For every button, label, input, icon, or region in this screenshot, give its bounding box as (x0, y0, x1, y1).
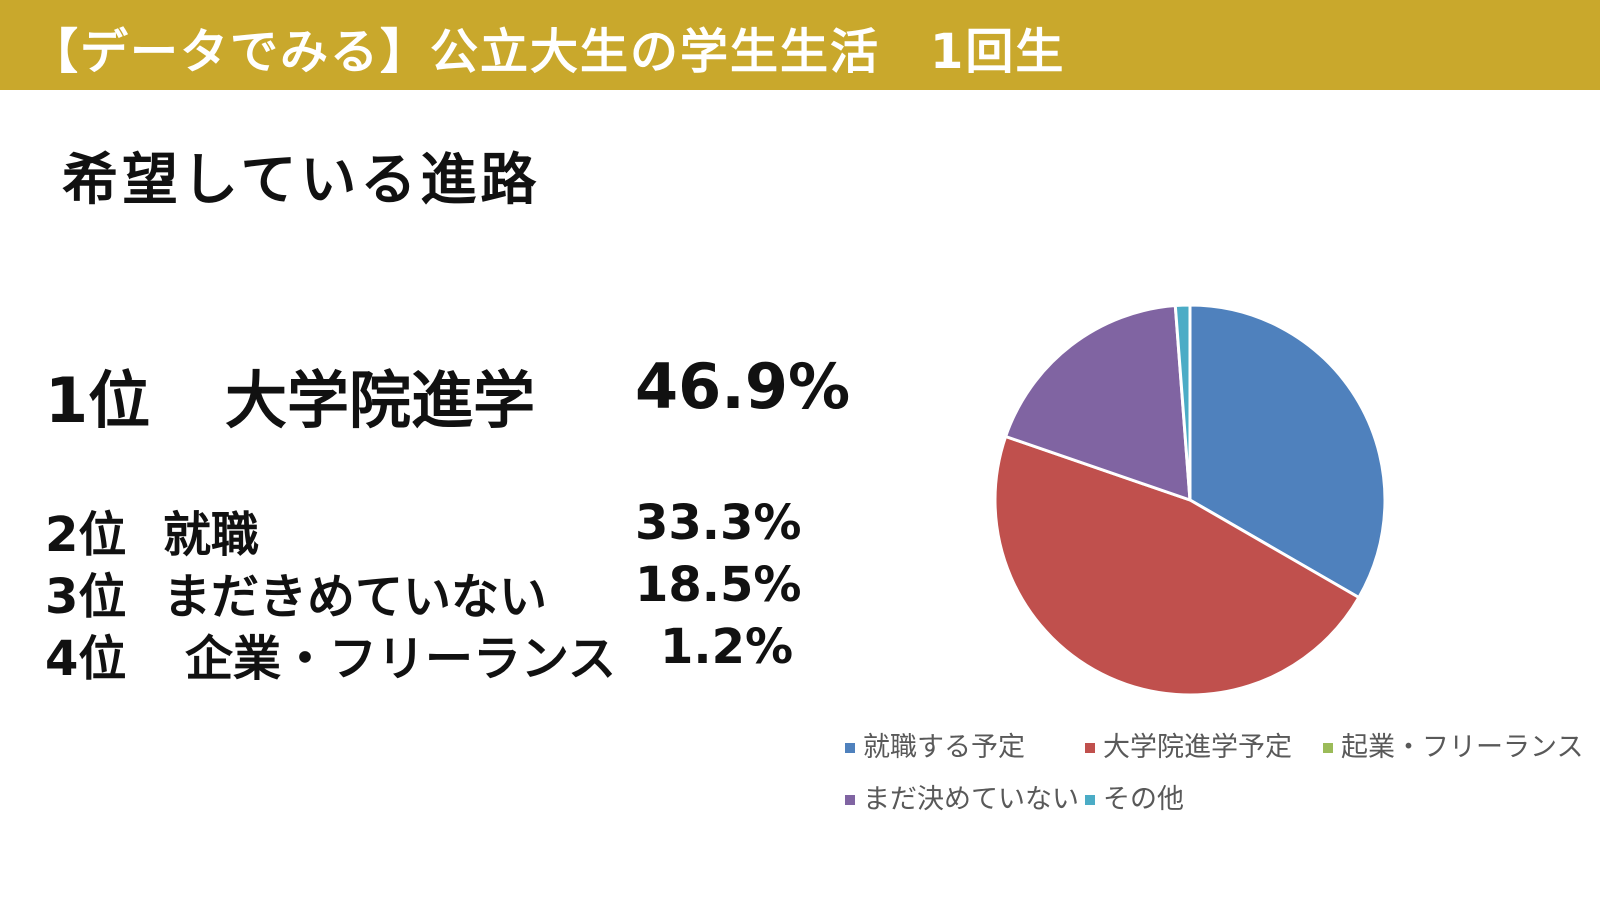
pie-chart (993, 303, 1387, 697)
rank-value: 33.3% (635, 495, 802, 551)
legend-swatch (1323, 743, 1333, 753)
rank-number: 4位 (45, 631, 127, 687)
legend-swatch (845, 743, 855, 753)
rank-label: 大学院進学 (225, 364, 536, 437)
rank-label: 就職 (163, 507, 260, 563)
header-title: 【データでみる】公立大生の学生生活 1回生 (30, 24, 1066, 80)
pie-slice (1188, 303, 1387, 600)
legend-swatch (845, 795, 855, 805)
legend-swatch (1085, 743, 1095, 753)
rank-number: 2位 (45, 507, 127, 563)
legend-label: まだ決めていない (863, 784, 1079, 815)
legend-swatch (1085, 795, 1095, 805)
chart-legend: 就職する予定 大学院進学予定 起業・フリーランスまだ決めていない その他 (845, 728, 1585, 848)
rank-value: 18.5% (635, 557, 802, 613)
legend-label: 就職する予定 (863, 732, 1025, 763)
pie-slice (1003, 303, 1192, 503)
legend-label: 大学院進学予定 (1103, 732, 1292, 763)
rank-label: 企業・フリーランス (185, 631, 617, 687)
rank-value: 46.9% (635, 350, 851, 423)
legend-label: その他 (1103, 784, 1184, 815)
rank-label: まだきめていない (163, 569, 548, 625)
rank-number: 1位 (45, 364, 151, 437)
header-bar: 【データでみる】公立大生の学生生活 1回生 (0, 0, 1600, 90)
legend-label: 起業・フリーランス (1341, 732, 1584, 763)
pie-slice (1173, 303, 1192, 501)
rank-number: 3位 (45, 569, 127, 625)
pie-slice (993, 434, 1361, 697)
section-title: 希望している進路 (62, 148, 541, 213)
rank-value: 1.2% (660, 619, 794, 675)
